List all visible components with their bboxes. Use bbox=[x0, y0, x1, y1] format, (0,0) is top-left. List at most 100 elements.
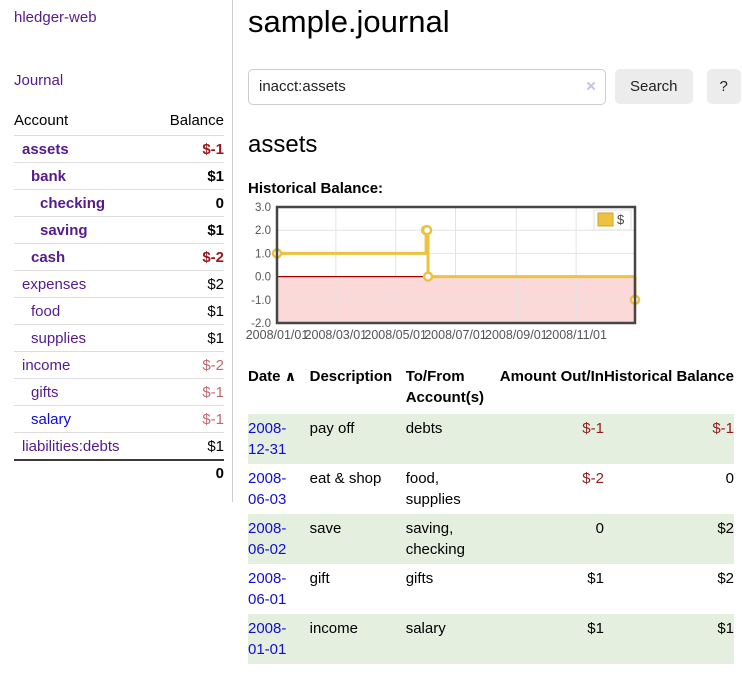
account-balance: $1 bbox=[152, 216, 224, 244]
sidebar-item-journal[interactable]: Journal bbox=[14, 72, 64, 89]
account-name-cell: liabilities:debts bbox=[14, 432, 153, 460]
transaction-description: eat & shop bbox=[309, 469, 382, 487]
register-header-row: Date ∧ Description To/From Account(s) Am… bbox=[248, 364, 734, 414]
svg-text:$: $ bbox=[617, 212, 625, 227]
account-balance: $1 bbox=[152, 324, 224, 352]
transaction-date-link[interactable]: 2008-06-01 bbox=[248, 569, 287, 608]
transaction-accounts: debts bbox=[406, 414, 500, 464]
account-column-header: Account bbox=[14, 107, 153, 136]
account-name-cell: checking bbox=[14, 189, 153, 217]
transaction-balance: $1 bbox=[717, 619, 734, 637]
sidebar-account-link[interactable]: gifts bbox=[31, 383, 59, 401]
transaction-balance: 0 bbox=[725, 469, 734, 487]
account-name-cell: saving bbox=[14, 216, 153, 244]
account-row: bank $1 bbox=[14, 162, 224, 190]
transaction-amount: $-2 bbox=[582, 469, 604, 487]
column-header-balance: Historical Balance bbox=[603, 367, 734, 385]
transaction-date-link[interactable]: 2008-12-31 bbox=[248, 419, 287, 458]
sidebar-account-link[interactable]: supplies bbox=[31, 329, 87, 347]
historical-balance-chart: $3.0 2.0 1.0 0.0 -1.0 -2.0 2008/01/01 2008/03/0… bbox=[246, 202, 734, 344]
sidebar: hledger-web Journal Account Balance asse… bbox=[0, 0, 233, 502]
account-balance: $-1 bbox=[152, 378, 224, 406]
account-balance: $1 bbox=[152, 297, 224, 325]
account-name-cell: gifts bbox=[14, 378, 153, 406]
account-name-cell: income bbox=[14, 351, 153, 379]
column-header-description: Description bbox=[309, 367, 393, 385]
transaction-accounts: saving, checking bbox=[406, 514, 500, 564]
transaction-description: pay off bbox=[309, 419, 355, 437]
transaction-row: 2008-06-01 gift gifts $1 $2 bbox=[248, 564, 734, 614]
transaction-account-name: saving, bbox=[405, 519, 454, 537]
account-balance: 0 bbox=[152, 189, 224, 217]
sidebar-account-link[interactable]: food bbox=[31, 302, 61, 320]
transaction-balance: $2 bbox=[717, 569, 734, 587]
transaction-date-cell: 2008-06-01 bbox=[248, 564, 310, 614]
transaction-date-cell: 2008-06-03 bbox=[248, 464, 310, 514]
account-row: assets $-1 bbox=[14, 136, 224, 163]
transaction-row: 2008-06-02 save saving, checking 0 $2 bbox=[248, 513, 734, 564]
svg-text:2008/01/01: 2008/01/01 bbox=[246, 328, 309, 342]
sort-asc-icon: ∧ bbox=[284, 367, 297, 384]
transaction-description: save bbox=[309, 519, 342, 537]
account-balance: $-1 bbox=[152, 405, 224, 433]
svg-text:3.0: 3.0 bbox=[255, 202, 271, 214]
svg-text:2008/03/01: 2008/03/01 bbox=[305, 328, 368, 342]
transaction-balance: $2 bbox=[717, 519, 734, 537]
search-form: × Search ? bbox=[248, 68, 741, 105]
sidebar-account-link[interactable]: saving bbox=[40, 221, 88, 239]
transaction-amount: $1 bbox=[587, 569, 604, 587]
chart-legend: $ bbox=[593, 209, 632, 231]
search-button[interactable]: Search bbox=[615, 69, 693, 105]
account-row: expenses $2 bbox=[14, 270, 224, 298]
app-title-link[interactable]: hledger-web bbox=[14, 9, 97, 26]
sidebar-account-link[interactable]: bank bbox=[31, 167, 67, 185]
transaction-date-cell: 2008-06-02 bbox=[248, 514, 310, 564]
sidebar-account-link[interactable]: liabilities:debts bbox=[22, 437, 120, 455]
transaction-date-link[interactable]: 2008-06-03 bbox=[248, 469, 287, 508]
chart-title: Historical Balance: bbox=[248, 179, 384, 197]
transaction-amount: $-1 bbox=[582, 419, 604, 437]
clear-search-icon[interactable]: × bbox=[586, 76, 596, 96]
transaction-date-cell: 2008-12-31 bbox=[248, 414, 310, 464]
transaction-row: 2008-06-03 eat & shop food, supplies $-2 0 bbox=[248, 464, 734, 514]
account-name-cell: cash bbox=[14, 243, 153, 271]
transaction-balance: $-1 bbox=[712, 419, 734, 437]
column-header-accounts: To/From Account(s) bbox=[405, 367, 485, 406]
sidebar-account-link[interactable]: income bbox=[22, 356, 71, 374]
account-row: gifts $-1 bbox=[14, 378, 224, 406]
accounts-total-value: 0 bbox=[152, 459, 224, 486]
sidebar-account-link[interactable]: checking bbox=[40, 194, 106, 212]
transaction-row: 2008-12-31 pay off debts $-1 $-1 bbox=[248, 413, 734, 464]
help-button[interactable]: ? bbox=[706, 69, 741, 105]
column-header-amount: Amount Out/In bbox=[499, 367, 604, 385]
account-row: supplies $1 bbox=[14, 324, 224, 352]
svg-text:2.0: 2.0 bbox=[255, 225, 271, 237]
transaction-amount: 0 bbox=[595, 519, 604, 537]
account-row: cash $-2 bbox=[14, 243, 224, 271]
sidebar-account-link[interactable]: expenses bbox=[22, 275, 87, 293]
svg-text:2008/05/01: 2008/05/01 bbox=[364, 328, 427, 342]
column-header-date[interactable]: Date ∧ bbox=[248, 364, 310, 414]
accounts-table: Account Balance assets $-1 bank $1 checking 0… bbox=[14, 107, 224, 486]
sidebar-account-link[interactable]: cash bbox=[31, 248, 66, 266]
sidebar-nav: Journal bbox=[14, 26, 224, 90]
account-row: checking 0 bbox=[14, 189, 224, 217]
account-name-cell: assets bbox=[14, 136, 153, 163]
transaction-account-name: gifts bbox=[405, 569, 434, 587]
sidebar-account-link[interactable]: salary bbox=[31, 410, 72, 428]
account-balance: $-2 bbox=[152, 351, 224, 379]
account-name-cell: salary bbox=[14, 405, 153, 433]
svg-text:1.0: 1.0 bbox=[255, 248, 271, 260]
account-row: saving $1 bbox=[14, 216, 224, 244]
search-input[interactable] bbox=[248, 68, 606, 105]
account-name-cell: bank bbox=[14, 162, 153, 190]
transaction-date-link[interactable]: 2008-01-01 bbox=[248, 619, 287, 658]
page-title: sample.journal bbox=[248, 4, 450, 39]
register-table: Date ∧ Description To/From Account(s) Am… bbox=[248, 364, 734, 664]
transaction-date-link[interactable]: 2008-06-02 bbox=[248, 519, 287, 558]
svg-text:-2.0: -2.0 bbox=[251, 318, 271, 330]
account-balance: $1 bbox=[152, 162, 224, 190]
transaction-account-name: salary bbox=[405, 619, 446, 637]
sidebar-account-link[interactable]: assets bbox=[22, 140, 69, 158]
